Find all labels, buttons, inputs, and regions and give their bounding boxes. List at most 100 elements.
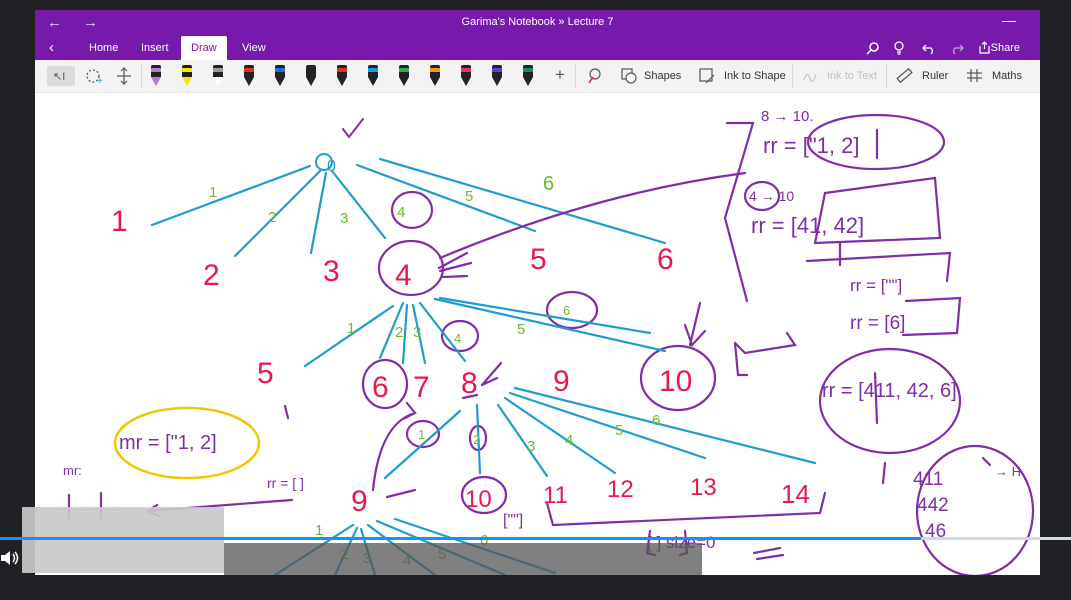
note-mr: mr: xyxy=(63,463,82,478)
edge-label-4: 4 xyxy=(397,204,405,221)
lasso-icon: + xyxy=(86,69,103,86)
video-overlay-panel xyxy=(22,507,224,573)
pen-tool[interactable] xyxy=(492,65,502,87)
window-title: Garima's Notebook » Lecture 7 xyxy=(461,16,614,28)
ink-to-shape-button[interactable]: Ink to Shape xyxy=(724,70,786,82)
shapes-icon[interactable] xyxy=(621,68,637,84)
minimize-button[interactable]: — xyxy=(1002,12,1016,28)
edge2-label-5: 5 xyxy=(517,321,525,338)
note-rr-41-42: rr = [41, 42] xyxy=(751,213,864,238)
node-9: 9 xyxy=(553,365,570,398)
volume-icon[interactable] xyxy=(0,548,22,568)
node-2: 2 xyxy=(203,259,220,292)
add-pen-button[interactable]: + xyxy=(555,65,565,84)
note-46: 46 xyxy=(925,521,946,542)
shapes-button[interactable]: Shapes xyxy=(644,70,682,82)
pen-tool[interactable] xyxy=(430,65,440,87)
node-13: 13 xyxy=(690,474,717,501)
toolbar-divider xyxy=(886,64,887,88)
node-8: 8 xyxy=(461,367,478,400)
add-space-icon xyxy=(117,67,131,85)
node-10: 10 xyxy=(659,365,692,398)
add-space-tool[interactable] xyxy=(113,66,135,86)
pen-tool[interactable] xyxy=(275,65,285,87)
back-arrow-icon[interactable]: ← xyxy=(47,14,62,31)
edge-label-5: 5 xyxy=(465,188,473,205)
note-mr-1-2: mr = ["1, 2] xyxy=(119,432,217,454)
search-icon[interactable] xyxy=(866,41,880,55)
node-12: 12 xyxy=(607,476,634,503)
node-1: 1 xyxy=(111,205,128,238)
tab-draw[interactable]: Draw xyxy=(181,36,227,60)
lasso-type-tool[interactable]: ↖I xyxy=(47,66,75,86)
edge2-label-2: 2 xyxy=(395,324,403,341)
chevron-left-icon[interactable]: ‹ xyxy=(49,39,54,56)
edge2-label-1: 1 xyxy=(347,320,355,337)
note-rr-empty: rr = [""] xyxy=(850,276,902,295)
pen-tool[interactable] xyxy=(244,65,254,87)
share-icon[interactable] xyxy=(978,41,991,54)
ink-to-text-button: Ink to Text xyxy=(827,70,877,82)
node-10b: 10 xyxy=(465,486,492,513)
edge-label-2: 2 xyxy=(268,209,276,226)
forward-arrow-icon[interactable]: → xyxy=(83,14,98,31)
type-select-icon: ↖I xyxy=(53,71,65,83)
tab-insert[interactable]: Insert xyxy=(141,42,169,54)
node-11: 11 xyxy=(543,482,568,509)
share-button[interactable]: Share xyxy=(990,42,1020,54)
ruler-icon[interactable] xyxy=(896,67,913,84)
note-8-to-10: 8 → 10. xyxy=(761,108,814,125)
ink-to-text-icon xyxy=(803,73,817,82)
edge2-label-4: 4 xyxy=(454,331,461,346)
edge-label-3: 3 xyxy=(340,210,348,227)
pen-tool[interactable] xyxy=(399,65,409,87)
ink-to-shape-icon[interactable] xyxy=(699,68,715,84)
edge4-label-6: 6 xyxy=(480,532,488,549)
note-rr-empty-left: rr = [ ] xyxy=(267,475,304,491)
svg-text:+: + xyxy=(97,76,103,86)
redo-icon[interactable] xyxy=(950,41,964,55)
note-rr-1-2: rr = ["1, 2] xyxy=(763,133,859,158)
math-icon[interactable] xyxy=(966,67,983,84)
pen-tool[interactable] xyxy=(182,65,192,87)
ribbon-tabs: ‹ Home Insert Draw View Share xyxy=(35,36,1040,60)
video-caption-strip xyxy=(224,543,702,575)
note-4-to-10: 4 → 10 xyxy=(749,188,794,204)
edge3-label-2: 2 xyxy=(473,432,480,447)
note-411: 411 xyxy=(913,469,943,490)
root-node: 0 xyxy=(327,158,336,175)
lightbulb-icon[interactable] xyxy=(893,41,905,55)
pen-tool[interactable] xyxy=(213,65,223,87)
pen-tool[interactable] xyxy=(306,65,316,87)
edge2-label-3: 3 xyxy=(413,324,421,341)
ink-replay-icon[interactable] xyxy=(586,67,602,85)
ruler-button[interactable]: Ruler xyxy=(922,70,949,82)
onenote-window: ← → Garima's Notebook » Lecture 7 — ‹ Ho… xyxy=(35,10,1040,575)
edge-label-6: 6 xyxy=(543,173,554,195)
toolbar-divider xyxy=(575,64,576,88)
video-progress-fill xyxy=(0,537,922,540)
toolbar-divider xyxy=(141,64,142,88)
draw-toolbar: ↖I + + Shapes Ink to Shape Ink to Text R… xyxy=(35,60,1040,93)
tab-home[interactable]: Home xyxy=(89,42,119,54)
edge2-label-6: 6 xyxy=(563,303,570,318)
note-442: 442 xyxy=(917,495,949,516)
edge3-label-1: 1 xyxy=(418,427,425,442)
title-bar: ← → Garima's Notebook » Lecture 7 — xyxy=(35,10,1040,36)
ink-canvas[interactable]: 1 2 3 4 5 6 5 6 7 8 9 10 9 10 11 12 13 1… xyxy=(35,93,1040,575)
maths-button[interactable]: Maths xyxy=(992,70,1022,82)
pen-tool[interactable] xyxy=(523,65,533,87)
pen-tool[interactable] xyxy=(368,65,378,87)
tab-view[interactable]: View xyxy=(242,42,266,54)
pen-tool[interactable] xyxy=(461,65,471,87)
edge4-label-1: 1 xyxy=(315,522,323,539)
pen-tool[interactable] xyxy=(151,65,161,87)
lasso-select-tool[interactable]: + xyxy=(83,66,105,86)
node-4: 4 xyxy=(395,259,412,292)
node-6b: 6 xyxy=(372,371,389,404)
edge3-label-6: 6 xyxy=(652,412,660,429)
note-arrow-h: → H xyxy=(995,464,1021,479)
undo-icon[interactable] xyxy=(922,41,936,55)
node-5b: 5 xyxy=(257,357,274,390)
pen-tool[interactable] xyxy=(337,65,347,87)
